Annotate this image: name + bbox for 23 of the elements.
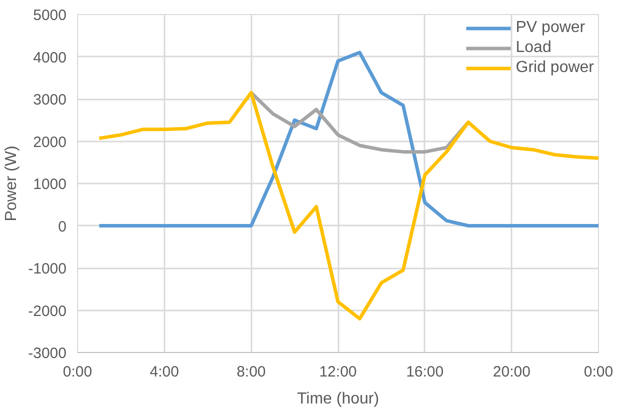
legend-label: PV power [516,19,586,37]
y-tick-label: -1000 [28,260,67,278]
x-axis-title: Time (hour) [296,390,380,408]
y-tick-label: -2000 [28,302,67,320]
y-axis-title: Power (W) [3,146,20,222]
x-tick-label: 16:00 [406,364,444,380]
x-tick-label: 8:00 [236,364,266,380]
y-tick-label: 2000 [33,134,67,151]
x-tick-label: 0:00 [584,364,614,380]
legend-label: Grid power [516,59,594,77]
y-tick-label: 0 [58,218,66,236]
y-tick-label: 4000 [33,49,67,66]
x-tick-label: 20:00 [492,364,530,380]
x-tick-label: 12:00 [319,364,357,380]
line-series [97,90,598,320]
legend-label: Load [516,39,552,57]
y-tick-label: -3000 [28,345,67,362]
y-tick-label: 1000 [33,176,67,193]
y-tick-label: 3000 [33,92,67,108]
x-tick-label: 0:00 [62,364,92,380]
y-tick-label: 5000 [33,7,67,24]
x-tick-label: 4:00 [150,364,179,380]
line-series [97,50,598,228]
